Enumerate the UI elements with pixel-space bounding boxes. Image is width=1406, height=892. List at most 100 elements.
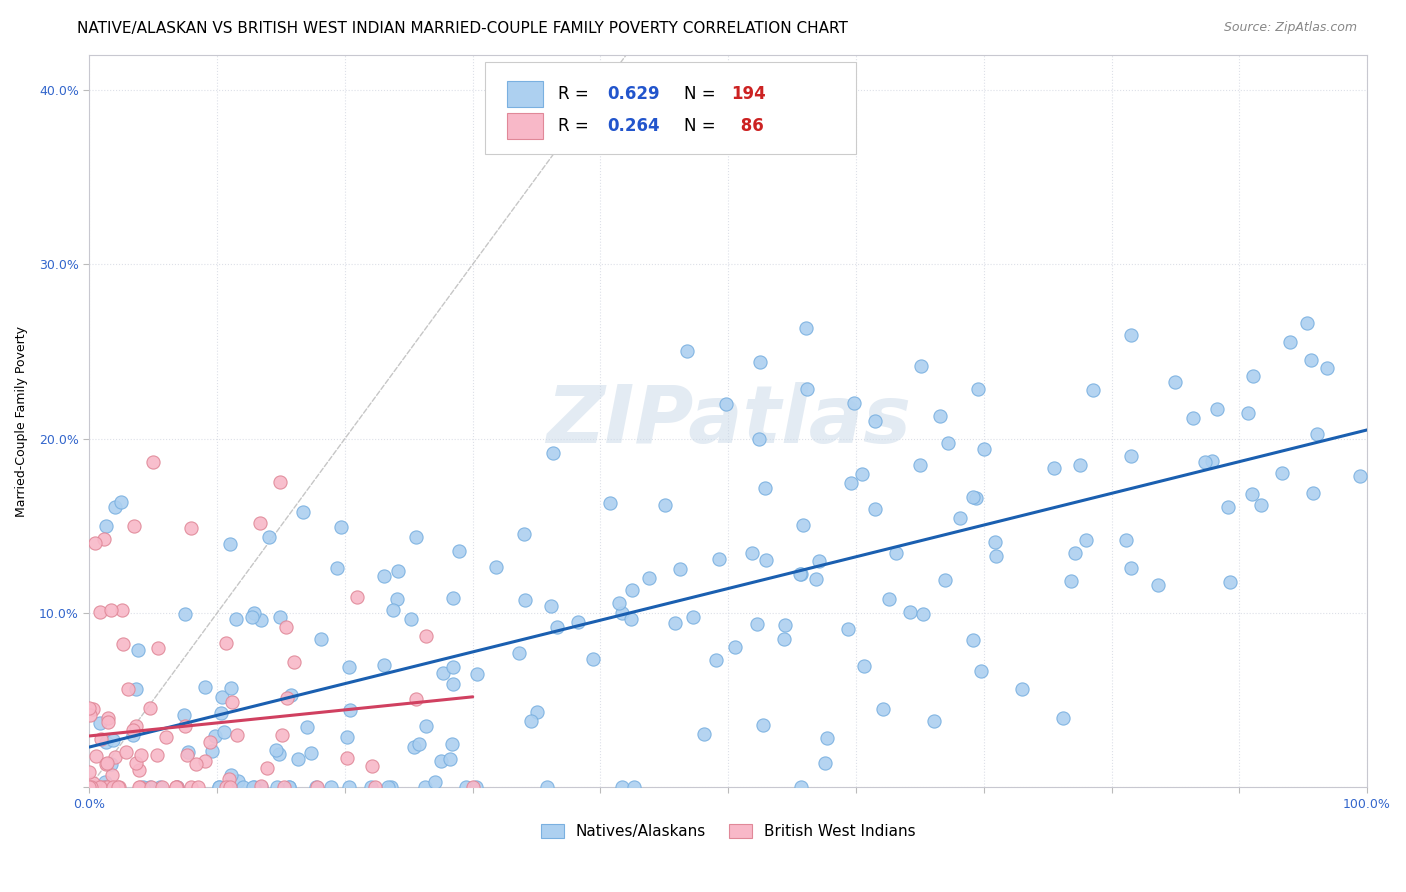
Point <box>173 719 195 733</box>
Point <box>214 780 236 794</box>
Point <box>194 680 217 694</box>
Point <box>1241 368 1264 383</box>
Point <box>305 780 328 794</box>
Point <box>1119 449 1142 463</box>
Point <box>125 756 148 771</box>
Text: R =: R = <box>558 117 595 136</box>
Point <box>515 592 537 607</box>
Point <box>1219 575 1241 590</box>
Point <box>90 732 112 747</box>
Point <box>219 768 242 782</box>
Point <box>1060 574 1083 588</box>
Point <box>1306 427 1329 442</box>
Point <box>218 772 240 786</box>
Point <box>145 747 167 762</box>
Point <box>441 677 464 691</box>
Point <box>1115 533 1137 547</box>
Point <box>84 749 107 764</box>
Point <box>863 501 886 516</box>
Point <box>898 605 921 619</box>
Point <box>84 536 107 550</box>
Point <box>266 743 288 757</box>
Point <box>415 719 437 733</box>
Point <box>242 607 264 621</box>
Point <box>962 632 984 647</box>
Point <box>110 495 132 509</box>
Point <box>485 560 508 574</box>
Point <box>441 591 464 606</box>
Point <box>84 780 107 794</box>
Text: 86: 86 <box>734 117 763 136</box>
Point <box>962 490 984 504</box>
Point <box>107 780 129 794</box>
Point <box>704 653 727 667</box>
Point <box>104 750 127 764</box>
Point <box>815 731 838 746</box>
Point <box>748 432 770 446</box>
Point <box>79 780 101 794</box>
Point <box>225 612 247 626</box>
Point <box>80 780 103 794</box>
Point <box>125 719 148 733</box>
Point <box>851 467 873 481</box>
Point <box>337 660 360 674</box>
Point <box>115 745 138 759</box>
Point <box>754 482 776 496</box>
Point <box>1147 578 1170 592</box>
Point <box>654 499 676 513</box>
Point <box>966 382 988 396</box>
Point <box>89 780 111 794</box>
Point <box>741 546 763 560</box>
Text: N =: N = <box>683 117 720 136</box>
Point <box>582 652 605 666</box>
Point <box>965 491 987 505</box>
Point <box>339 703 361 717</box>
Point <box>984 549 1007 563</box>
Point <box>82 776 104 790</box>
Point <box>385 591 408 606</box>
Point <box>305 780 328 794</box>
Point <box>101 780 124 794</box>
Point <box>280 688 302 702</box>
Point <box>86 780 108 794</box>
Point <box>839 475 862 490</box>
Point <box>165 780 187 794</box>
Point <box>540 599 562 614</box>
Point <box>520 714 543 728</box>
Point <box>330 520 353 534</box>
Point <box>808 554 831 568</box>
Point <box>773 618 796 632</box>
Point <box>526 705 548 719</box>
Point <box>166 780 188 794</box>
Point <box>142 455 165 469</box>
Point <box>219 681 242 696</box>
Point <box>200 744 222 758</box>
Point <box>794 321 817 335</box>
Point <box>1302 486 1324 500</box>
Point <box>204 730 226 744</box>
Point <box>1201 453 1223 467</box>
Point <box>148 640 170 655</box>
Point <box>111 602 134 616</box>
Point <box>269 609 291 624</box>
Point <box>117 681 139 696</box>
Point <box>413 780 436 794</box>
Point <box>141 780 163 794</box>
Point <box>215 636 238 650</box>
Point <box>752 718 775 732</box>
Point <box>973 442 995 456</box>
Point <box>283 656 305 670</box>
Point <box>104 500 127 514</box>
Point <box>865 414 887 428</box>
Point <box>749 355 772 369</box>
Text: N =: N = <box>683 85 720 103</box>
Point <box>364 780 387 794</box>
Point <box>546 620 568 634</box>
Point <box>790 566 813 581</box>
Point <box>853 659 876 673</box>
Point <box>1301 353 1323 368</box>
Point <box>250 779 273 793</box>
Point <box>277 780 299 794</box>
Point <box>211 690 233 704</box>
Point <box>664 615 686 630</box>
